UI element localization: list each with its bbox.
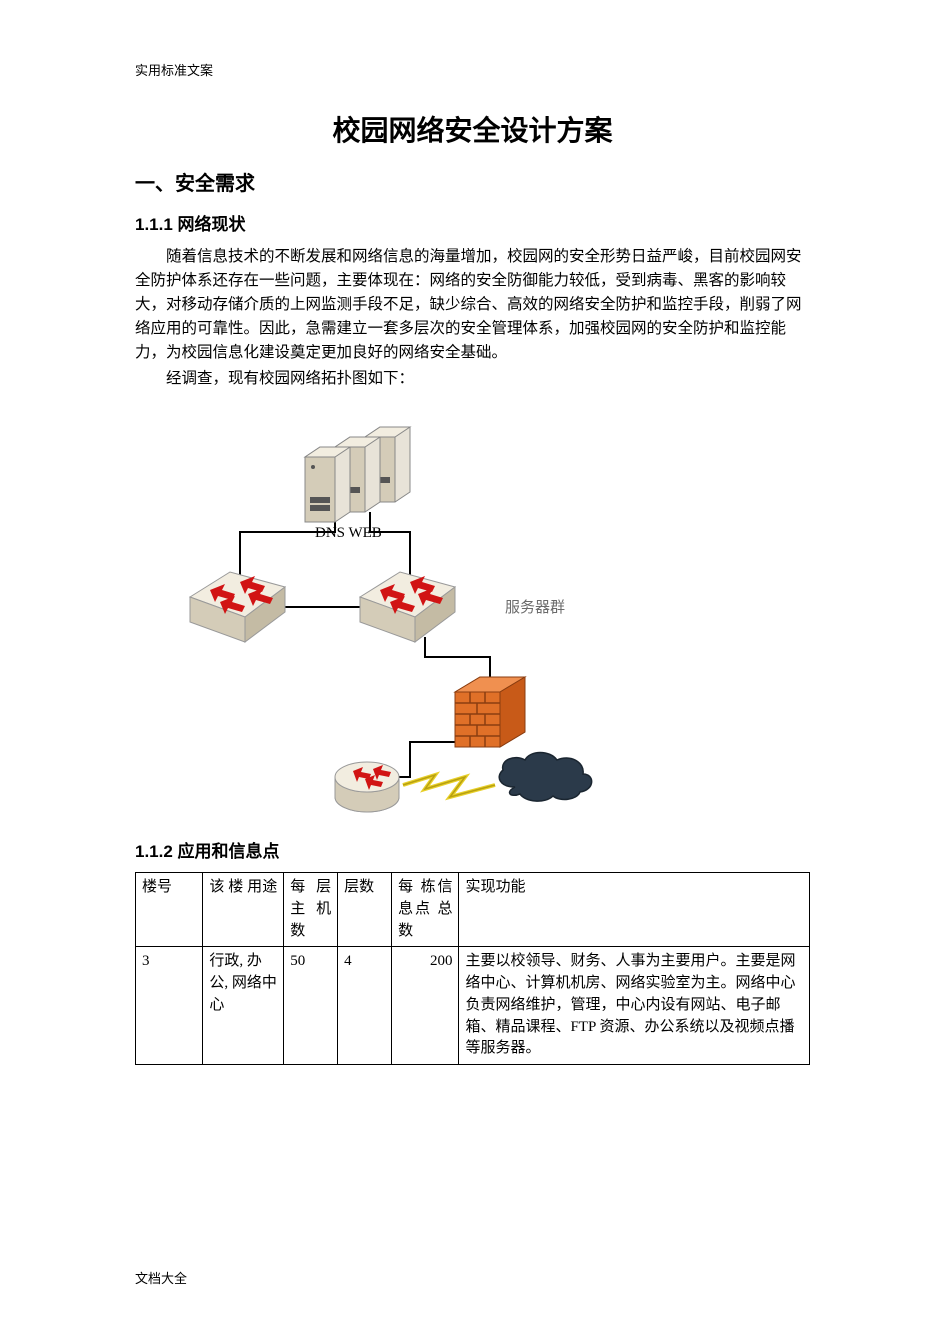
paragraph-topology-intro: 经调查，现有校园网络拓扑图如下： [135,367,810,391]
server-cluster-icon [305,427,410,522]
section-heading-1: 一、安全需求 [135,167,810,196]
cell-function: 主要以校领导、财务、人事为主要用户。主要是网络中心、计算机机房、网络实验室为主。… [459,947,810,1065]
servers-label: DNS WEB [315,525,382,541]
header-label: 实用标准文案 [135,60,810,79]
cloud-icon [499,753,591,802]
cell-hosts: 50 [284,947,338,1065]
col-header-function: 实现功能 [459,873,810,947]
subsection-heading-1-1-2: 1.1.2 应用和信息点 [135,837,810,862]
lightning-icon [403,775,495,797]
col-header-floors: 层数 [338,873,392,947]
cell-usage: 行政, 办公, 网络中心 [203,947,284,1065]
switch-left-icon [190,572,285,642]
router-icon [335,762,399,812]
cell-total-points: 200 [392,947,459,1065]
table-row: 3 行政, 办公, 网络中心 50 4 200 主要以校领导、财务、人事为主要用… [136,947,810,1065]
col-header-usage: 该 楼 用途 [203,873,284,947]
cell-building-no: 3 [136,947,203,1065]
col-header-points: 每 栋信 息点 总数 [392,873,459,947]
subsection-heading-1-1-1: 1.1.1 网络现状 [135,210,810,235]
topology-edges [240,512,490,777]
col-header-building: 楼号 [136,873,203,947]
document-title: 校园网络安全设计方案 [135,109,810,149]
footer-label: 文档大全 [135,1268,187,1287]
switch-right-icon [360,572,455,642]
network-topology-diagram: DNS WEB 服务器群 [135,397,635,827]
building-info-table: 楼号 该 楼 用途 每 层主 机数 层数 每 栋信 息点 总数 实现功能 3 行… [135,872,810,1065]
paragraph-network-status: 随着信息技术的不断发展和网络信息的海量增加，校园网的安全形势日益严峻，目前校园网… [135,245,810,365]
firewall-icon [455,677,525,747]
servergroup-label: 服务器群 [505,599,565,616]
table-header-row: 楼号 该 楼 用途 每 层主 机数 层数 每 栋信 息点 总数 实现功能 [136,873,810,947]
cell-floors: 4 [338,947,392,1065]
col-header-hosts: 每 层主 机数 [284,873,338,947]
